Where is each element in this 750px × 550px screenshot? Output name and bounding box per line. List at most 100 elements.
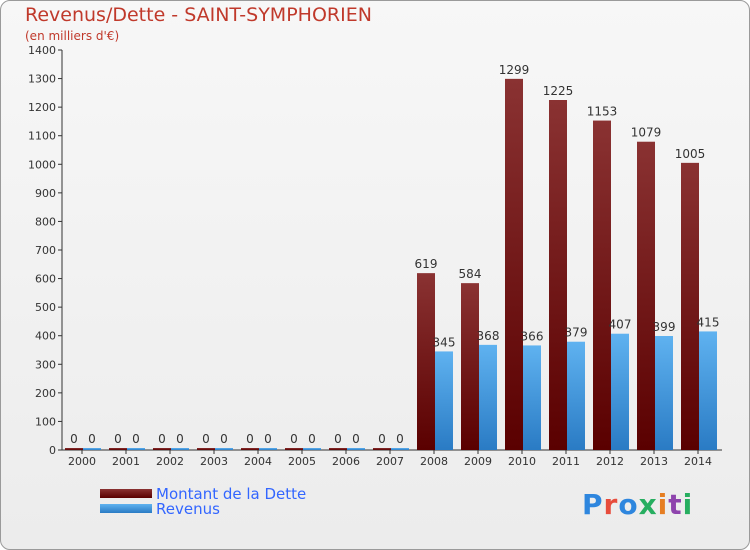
data-label: 0 xyxy=(378,432,386,446)
bar-revenue xyxy=(83,448,101,450)
legend-swatch-revenue xyxy=(100,504,152,513)
data-label: 1005 xyxy=(675,147,706,161)
x-tick-label: 2008 xyxy=(420,455,448,468)
data-label: 366 xyxy=(521,329,544,343)
legend-swatch-debt xyxy=(100,489,152,498)
y-tick-label: 600 xyxy=(35,273,56,286)
bar-debt xyxy=(153,448,171,450)
y-tick-label: 700 xyxy=(35,244,56,257)
bar-revenue xyxy=(259,448,277,450)
x-tick-label: 2001 xyxy=(112,455,140,468)
bar-revenue xyxy=(611,333,629,450)
data-label: 407 xyxy=(609,318,632,332)
data-label: 0 xyxy=(246,432,254,446)
logo-letter: x xyxy=(638,488,658,521)
y-tick-label: 400 xyxy=(35,330,56,343)
data-label: 0 xyxy=(132,432,140,446)
data-label: 1153 xyxy=(587,105,618,119)
y-tick-label: 1000 xyxy=(28,158,56,171)
bar-debt xyxy=(417,273,435,450)
data-label: 0 xyxy=(290,432,298,446)
data-label: 399 xyxy=(653,320,676,334)
bar-revenue xyxy=(699,331,717,450)
logo-letter: r xyxy=(603,488,619,521)
legend-item-revenue: Revenus xyxy=(100,499,306,518)
data-label: 415 xyxy=(697,315,720,329)
y-tick-label: 500 xyxy=(35,301,56,314)
data-label: 0 xyxy=(220,432,228,446)
bar-debt xyxy=(329,448,347,450)
y-tick-label: 1300 xyxy=(28,73,56,86)
x-tick-label: 2011 xyxy=(552,455,580,468)
bar-debt xyxy=(65,448,83,450)
bar-revenue xyxy=(655,336,673,450)
x-tick-label: 2004 xyxy=(244,455,272,468)
data-label: 0 xyxy=(114,432,122,446)
data-label: 0 xyxy=(352,432,360,446)
x-tick-label: 2009 xyxy=(464,455,492,468)
bar-debt xyxy=(241,448,259,450)
x-tick-label: 2006 xyxy=(332,455,360,468)
data-label: 0 xyxy=(70,432,78,446)
x-tick-label: 2002 xyxy=(156,455,184,468)
logo-letter: o xyxy=(618,488,639,521)
y-tick-label: 300 xyxy=(35,358,56,371)
y-tick-label: 900 xyxy=(35,187,56,200)
logo-letter: P xyxy=(582,488,604,521)
data-label: 619 xyxy=(415,257,438,271)
bar-debt xyxy=(109,448,127,450)
y-tick-label: 1200 xyxy=(28,101,56,114)
bar-revenue xyxy=(479,344,497,450)
bar-debt xyxy=(505,78,523,450)
bar-debt xyxy=(637,141,655,450)
bar-revenue xyxy=(435,351,453,450)
bar-revenue xyxy=(567,341,585,450)
data-label: 584 xyxy=(459,267,482,281)
y-tick-label: 100 xyxy=(35,415,56,428)
bar-debt xyxy=(285,448,303,450)
x-tick-label: 2013 xyxy=(640,455,668,468)
chart-legend: Montant de la Dette Revenus xyxy=(100,484,307,518)
bar-revenue xyxy=(127,448,145,450)
x-tick-label: 2012 xyxy=(596,455,624,468)
data-label: 0 xyxy=(264,432,272,446)
data-label: 0 xyxy=(88,432,96,446)
legend-label-debt: Montant de la Dette xyxy=(156,484,307,503)
bar-debt xyxy=(549,100,567,450)
proxiti-logo: Proxiti xyxy=(582,488,693,521)
data-label: 1299 xyxy=(499,63,530,77)
data-label: 345 xyxy=(433,335,456,349)
bar-revenue xyxy=(523,345,541,450)
bar-debt xyxy=(593,120,611,451)
data-label: 368 xyxy=(477,329,500,343)
data-label: 0 xyxy=(396,432,404,446)
y-tick-label: 0 xyxy=(49,444,56,457)
x-tick-label: 2005 xyxy=(288,455,316,468)
y-tick-label: 800 xyxy=(35,215,56,228)
data-label: 0 xyxy=(202,432,210,446)
bar-debt xyxy=(461,283,479,450)
x-tick-label: 2007 xyxy=(376,455,404,468)
chart-subtitle: (en milliers d'€) xyxy=(25,29,120,43)
data-label: 0 xyxy=(176,432,184,446)
bar-revenue xyxy=(303,448,321,450)
x-tick-label: 2000 xyxy=(68,455,96,468)
data-label: 0 xyxy=(158,432,166,446)
bar-debt xyxy=(197,448,215,450)
logo-letter: t xyxy=(668,488,683,521)
y-tick-label: 1400 xyxy=(28,44,56,57)
x-tick-label: 2010 xyxy=(508,455,536,468)
y-tick-label: 200 xyxy=(35,387,56,400)
data-label: 0 xyxy=(334,432,342,446)
legend-label-revenue: Revenus xyxy=(156,499,220,518)
bar-revenue xyxy=(347,448,365,450)
data-label: 1079 xyxy=(631,126,662,140)
bar-revenue xyxy=(171,448,189,450)
x-tick-label: 2014 xyxy=(684,455,712,468)
bar-debt xyxy=(681,162,699,450)
legend-item-debt: Montant de la Dette xyxy=(100,484,307,503)
y-tick-label: 1100 xyxy=(28,130,56,143)
logo-letter: i xyxy=(657,488,669,521)
